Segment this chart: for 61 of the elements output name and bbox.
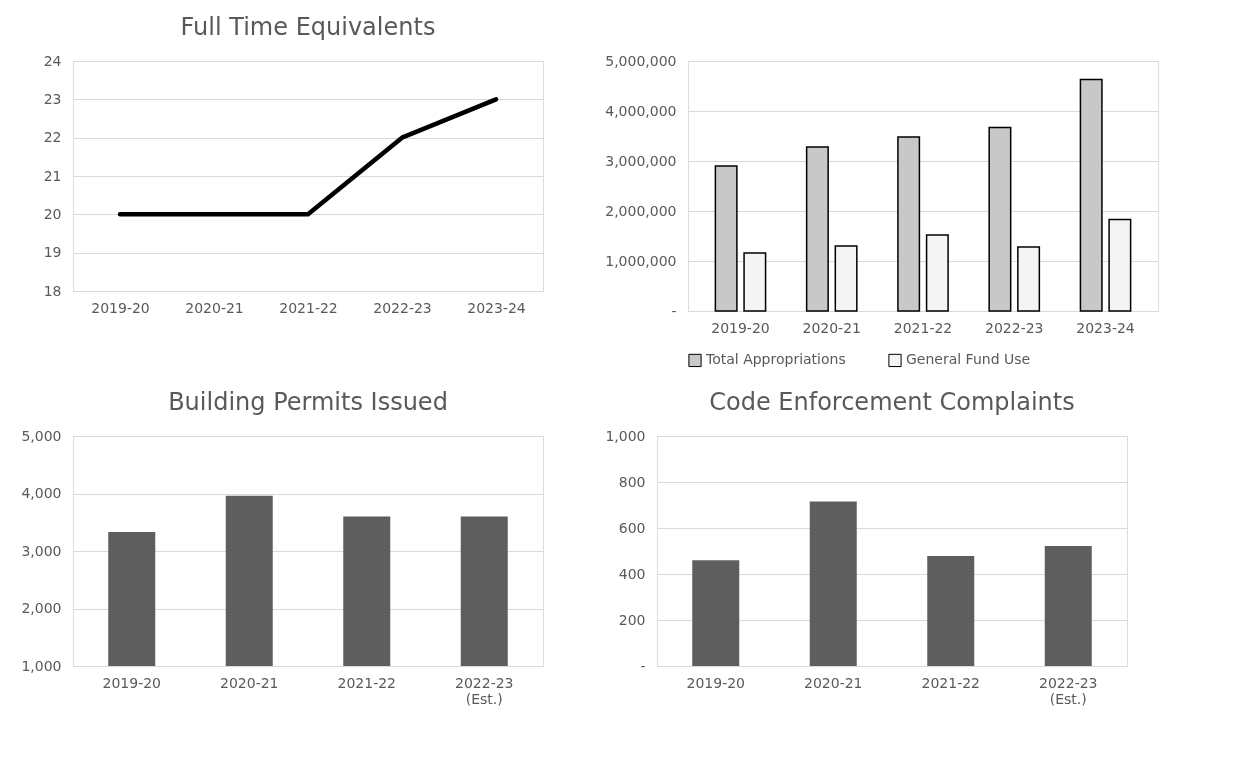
bar [1044,545,1092,666]
y-tick-label: 19 [43,244,62,261]
y-tick-label: 1,000 [605,427,646,444]
x-tick-label: 2022-23 (Est.) [1039,674,1098,707]
y-tick-label: - [671,302,677,319]
y-tick-label: 22 [43,129,62,146]
y-tick-label: 4,000,000 [605,102,677,119]
x-tick-label: 2021-22 [279,299,338,316]
x-tick-label: 2019-20 [686,674,745,691]
x-tick-label: 2020-21 [220,674,279,691]
y-tick-label: 23 [43,90,62,107]
y-tick-label: - [640,657,646,674]
y-tick-label: 4,000 [21,485,62,501]
bar [1017,246,1041,312]
x-tick-label: 2022-23 [985,319,1044,336]
x-tick-label: 2021-22 [921,674,980,691]
bar [897,136,921,312]
bar [714,165,738,312]
y-tick-label: 5,000,000 [605,52,677,69]
legend-label: Total Appropriations [705,351,846,368]
y-tick-label: 3,000 [21,542,62,559]
bar [1079,78,1103,312]
y-tick-label: 24 [43,52,62,69]
y-tick-label: 200 [618,611,646,628]
x-tick-label: 2023-24 [1076,319,1135,336]
x-tick-label: 2023-24 [467,299,526,316]
bar [925,234,949,312]
x-tick-label: 2021-22 [337,674,396,691]
y-tick-label: 18 [43,282,62,299]
x-tick-label: 2020-21 [804,674,863,691]
y-tick-label: 400 [618,565,646,582]
bar [927,556,975,666]
chart-title: Full Time Equivalents [180,13,436,41]
bar [743,252,767,312]
x-tick-label: 2019-20 [91,299,150,316]
y-tick-label: 5,000 [21,427,62,444]
y-tick-label: 21 [43,167,62,184]
y-tick-label: 1,000,000 [605,252,677,269]
x-tick-label: 2022-23 (Est.) [455,674,514,707]
legend-label: General Fund Use [906,351,1031,368]
x-tick-label: 2021-22 [893,319,953,336]
bar [1108,218,1132,312]
chart-title: Code Enforcement Complaints [709,388,1075,416]
bar [692,560,740,666]
bar [805,146,829,312]
bar [809,501,857,666]
x-tick-label: 2022-23 [373,299,432,316]
y-tick-label: 2,000,000 [605,202,677,219]
chart-title: Building Permits Issued [168,388,448,416]
y-tick-label: 1,000 [21,657,62,674]
y-tick-label: 20 [43,205,62,222]
x-tick-label: 2019-20 [711,319,770,336]
bar [988,126,1012,312]
bar [834,245,858,312]
y-tick-label: 3,000,000 [605,152,677,169]
x-tick-label: 2020-21 [185,299,244,316]
x-tick-label: 2019-20 [102,674,161,691]
x-tick-label: 2020-21 [802,319,861,336]
y-tick-label: 2,000 [21,600,62,616]
y-tick-label: 600 [618,519,646,536]
y-tick-label: 800 [618,473,646,490]
